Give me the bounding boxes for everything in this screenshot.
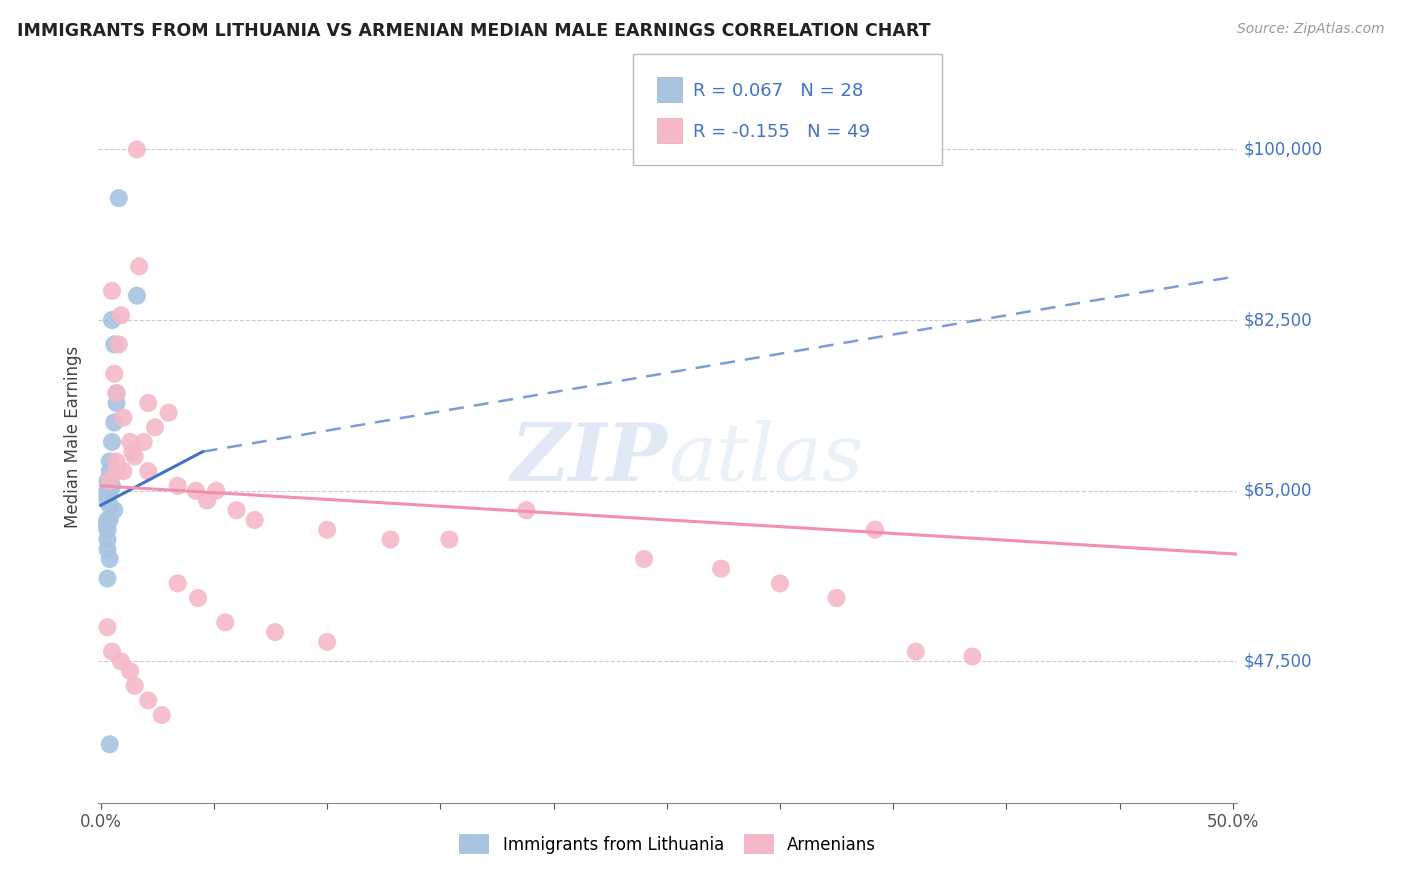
Point [101,645,124,659]
Point [264,625,287,640]
Point [125,288,148,302]
Point [98,474,121,488]
Text: $47,500: $47,500 [1244,652,1313,671]
Point [98,464,121,478]
Point [124,450,146,464]
Point [96,489,118,503]
Point [136,396,159,410]
Point [110,654,132,668]
Point [166,576,188,591]
Point [143,420,166,434]
Point [98,454,121,468]
Point [96,620,118,634]
Text: Source: ZipAtlas.com: Source: ZipAtlas.com [1237,22,1385,37]
Point [96,513,118,527]
Point [105,396,128,410]
Point [769,576,792,591]
Point [98,483,121,498]
Text: R = 0.067   N = 28: R = 0.067 N = 28 [693,82,863,100]
Point [96,483,118,498]
Point [132,434,155,449]
Point [105,464,128,478]
Point [225,503,247,517]
Point [316,635,339,649]
Point [96,474,118,488]
Point [103,337,125,351]
Text: $100,000: $100,000 [1244,140,1323,159]
Point [195,493,218,508]
Point [962,649,984,664]
Text: ZIP: ZIP [510,420,668,498]
Text: IMMIGRANTS FROM LITHUANIA VS ARMENIAN MEDIAN MALE EARNINGS CORRELATION CHART: IMMIGRANTS FROM LITHUANIA VS ARMENIAN ME… [17,22,931,40]
Point [98,552,121,566]
Point [98,737,121,751]
Point [120,664,142,678]
Point [120,434,142,449]
Point [187,591,209,605]
Point [316,523,339,537]
Point [121,444,143,458]
Text: atlas: atlas [668,420,863,498]
Point [214,615,236,630]
Point [101,434,124,449]
Point [103,416,125,430]
Point [107,191,129,205]
Legend: Immigrants from Lithuania, Armenians: Immigrants from Lithuania, Armenians [453,828,883,860]
Point [124,679,146,693]
Point [105,454,128,468]
Point [94,517,117,532]
Point [96,542,118,557]
Point [128,260,150,274]
Point [101,479,124,493]
Point [157,406,180,420]
Point [205,483,228,498]
Point [166,479,188,493]
Point [101,313,124,327]
Text: $82,500: $82,500 [1244,311,1313,329]
Point [112,464,135,478]
Point [150,708,173,723]
Point [103,367,125,381]
Point [101,284,124,298]
Point [96,493,118,508]
Point [105,386,128,401]
Point [136,464,159,478]
Point [439,533,461,547]
Point [105,386,128,401]
Point [136,693,159,707]
Point [98,499,121,513]
Point [863,523,886,537]
Point [515,503,537,517]
Point [112,410,135,425]
Point [103,503,125,517]
Point [98,474,121,488]
Text: R = -0.155   N = 49: R = -0.155 N = 49 [693,123,870,141]
Point [96,533,118,547]
Point [125,142,148,156]
Point [96,572,118,586]
Point [710,562,733,576]
Point [380,533,402,547]
Point [98,513,121,527]
Text: $65,000: $65,000 [1244,482,1313,500]
Point [243,513,266,527]
Point [825,591,848,605]
Point [96,523,118,537]
Point [107,337,129,351]
Y-axis label: Median Male Earnings: Median Male Earnings [65,346,83,528]
Point [633,552,655,566]
Point [184,483,207,498]
Point [904,645,927,659]
Point [110,308,132,322]
